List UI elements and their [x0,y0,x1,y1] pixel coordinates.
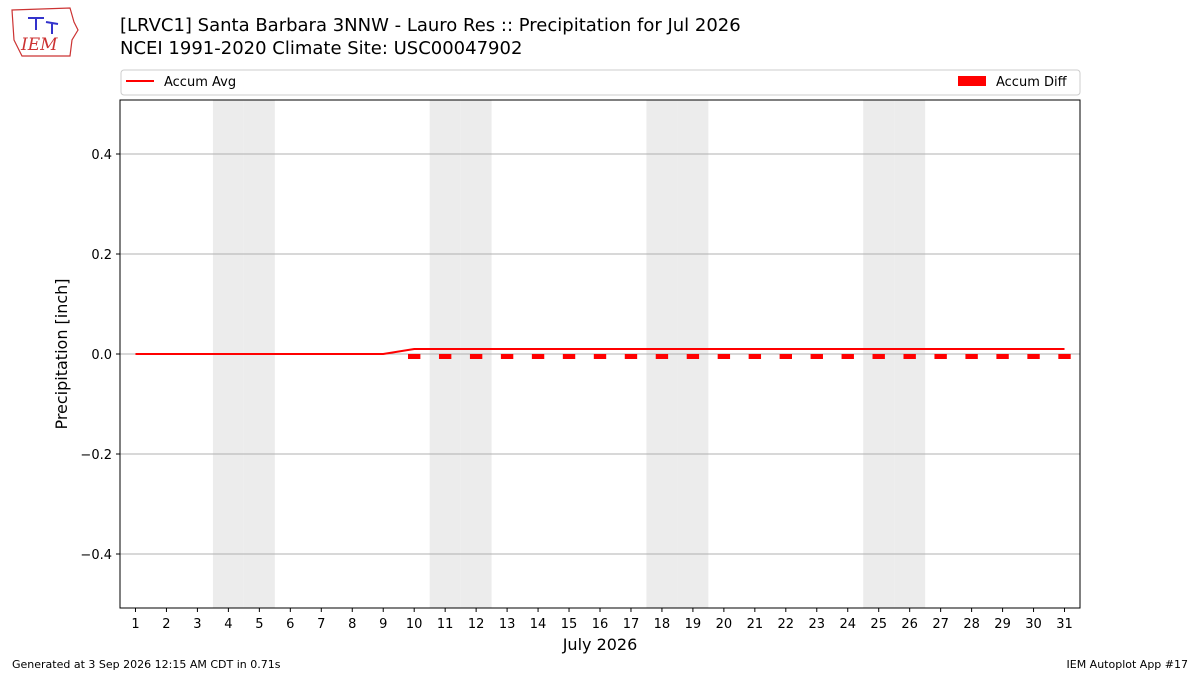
x-tick-label: 13 [499,617,516,632]
bar [624,354,638,359]
bar [748,354,762,359]
x-tick-label: 10 [406,617,423,632]
footer-right: IEM Autoplot App #17 [1067,658,1189,671]
x-tick-label: 26 [901,617,918,632]
x-tick-label: 23 [809,617,826,632]
x-tick-label: 14 [530,617,547,632]
chart-subtitle: NCEI 1991-2020 Climate Site: USC00047902 [120,38,522,59]
x-tick-label: 29 [994,617,1011,632]
x-tick-label: 6 [286,617,294,632]
x-tick-label: 17 [623,617,640,632]
bar [500,354,514,359]
bar [996,354,1009,359]
bar [934,354,947,359]
x-tick-label: 11 [437,617,454,632]
x-tick-label: 12 [468,617,485,632]
plot [120,100,1080,608]
bar [965,354,978,359]
bar [686,354,700,359]
bar [469,354,483,359]
x-tick-label: 27 [932,617,949,632]
legend-label: Accum Avg [164,75,236,90]
x-tick-label: 31 [1056,617,1073,632]
bar [1027,354,1040,359]
x-tick-label: 22 [778,617,795,632]
logo-icon [28,17,59,34]
x-tick-label: 1 [131,617,139,632]
chart-title: [LRVC1] Santa Barbara 3NNW - Lauro Res :… [120,15,741,36]
bar [438,354,452,359]
x-tick-label: 2 [162,617,170,632]
x-tick-label: 30 [1025,617,1042,632]
x-tick-label: 3 [193,617,201,632]
y-axis-label: Precipitation [inch] [52,278,71,429]
x-tick-label: 5 [255,617,263,632]
bar [562,354,576,359]
x-tick-label: 28 [963,617,980,632]
bar [531,354,545,359]
x-tick-label: 25 [870,617,887,632]
bar [1058,354,1071,359]
x-tick-label: 24 [839,617,856,632]
bar [810,354,823,359]
logo-text: IEM [20,35,58,55]
bar [779,354,792,359]
bar [593,354,607,359]
y-tick-label: −0.2 [80,448,112,463]
x-tick-label: 7 [317,617,325,632]
x-tick-label: 20 [716,617,733,632]
x-axis-label: July 2026 [562,635,638,654]
x-tick-label: 9 [379,617,387,632]
x-tick-label: 4 [224,617,232,632]
footer-left: Generated at 3 Sep 2026 12:15 AM CDT in … [12,658,281,671]
x-tick-label: 18 [654,617,671,632]
logo-outline [11,7,79,57]
x-tick-label: 21 [747,617,764,632]
bar [655,354,669,359]
bar [841,354,854,359]
legend-box [120,69,1081,96]
bar [903,354,916,359]
logo: IEM [11,7,79,57]
y-tick-label: −0.4 [80,548,112,563]
bar [408,354,421,359]
x-tick-label: 16 [592,617,609,632]
line [135,348,1065,355]
legend-label: Accum Diff [996,75,1068,90]
x-tick-label: 8 [348,617,356,632]
y-tick-label: 0.0 [91,348,112,363]
bar [717,354,731,359]
y-tick-label: 0.2 [91,248,112,263]
x-tick-label: 19 [685,617,702,632]
y-tick-label: 0.4 [91,148,112,163]
x-tick-label: 15 [561,617,578,632]
bar [872,354,885,359]
legend-swatch [958,76,986,86]
